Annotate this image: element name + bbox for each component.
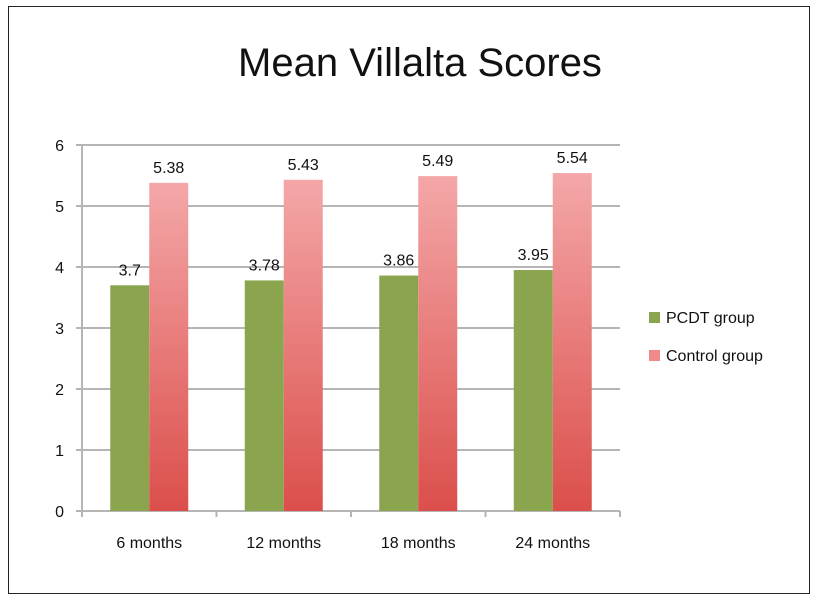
chart-frame [8,6,810,594]
x-tick-label: 24 months [515,535,590,552]
data-label: 5.54 [557,150,588,167]
legend-swatch [649,350,660,361]
data-label: 5.49 [422,153,453,170]
bar-pcdt [379,275,419,511]
bar-pcdt [110,285,150,511]
legend-swatch [649,312,660,323]
y-tick-label: 0 [55,504,64,521]
data-label: 5.43 [288,157,319,174]
legend-label: Control group [666,348,763,365]
y-tick-label: 5 [55,199,64,216]
bar-control [418,176,458,512]
legend-label: PCDT group [666,310,755,327]
data-label: 5.38 [153,160,184,177]
bar-pcdt [244,280,284,511]
bar-control [552,173,592,511]
y-tick-label: 6 [55,138,64,155]
chart-title: Mean Villalta Scores [238,41,602,85]
y-tick-label: 1 [55,443,64,460]
data-label: 3.86 [383,253,414,270]
bar-control [283,179,323,511]
data-label: 3.95 [518,247,549,264]
y-tick-label: 2 [55,382,64,399]
y-tick-label: 4 [55,260,64,277]
data-label: 3.7 [119,262,141,279]
x-tick-label: 18 months [381,535,456,552]
data-label: 3.78 [249,257,280,274]
x-tick-label: 6 months [116,535,182,552]
x-tick-label: 12 months [246,535,321,552]
bar-pcdt [513,270,553,511]
bar-control [149,182,189,511]
y-tick-label: 3 [55,321,64,338]
